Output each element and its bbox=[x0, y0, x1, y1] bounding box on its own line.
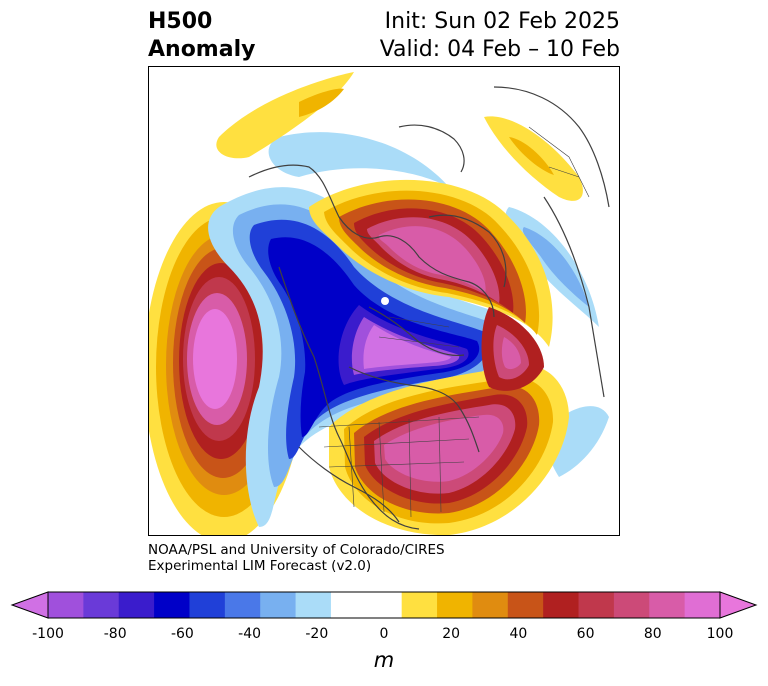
colorbar-tick-label: -40 bbox=[238, 626, 262, 642]
title-line-2: Anomaly bbox=[148, 37, 256, 62]
colorbar-segment bbox=[295, 592, 332, 618]
forecast-dates: Init: Sun 02 Feb 2025 Valid: 04 Feb – 10… bbox=[380, 8, 620, 64]
colorbar-segment bbox=[48, 592, 84, 618]
minor-positive bbox=[216, 72, 583, 201]
colorbar bbox=[10, 591, 758, 619]
colorbar-segment bbox=[578, 592, 615, 618]
colorbar-segment bbox=[507, 592, 544, 618]
colorbar-min-extend bbox=[10, 591, 49, 619]
attribution-line-2: Experimental LIM Forecast (v2.0) bbox=[148, 558, 372, 574]
colorbar-tick-label: 60 bbox=[576, 626, 595, 642]
colorbar-tick-label: -20 bbox=[305, 626, 329, 642]
coastlines bbox=[248, 86, 610, 530]
attribution-line-1: NOAA/PSL and University of Colorado/CIRE… bbox=[148, 542, 445, 558]
colorbar-segment bbox=[83, 592, 120, 618]
init-date: Init: Sun 02 Feb 2025 bbox=[384, 9, 620, 34]
colorbar-segment bbox=[154, 592, 190, 618]
colorbar-segment bbox=[366, 592, 403, 618]
colorbar-segment bbox=[330, 592, 367, 618]
colorbar-segment bbox=[649, 592, 686, 618]
colorbar-segment bbox=[224, 592, 261, 618]
colorbar-segment bbox=[437, 592, 473, 618]
central-trough bbox=[208, 187, 516, 527]
colorbar-tick-label: -60 bbox=[170, 626, 194, 642]
colorbar-tick-label: 0 bbox=[379, 626, 389, 642]
colorbar-tick-label: 40 bbox=[509, 626, 528, 642]
attribution: NOAA/PSL and University of Colorado/CIRE… bbox=[148, 542, 445, 574]
colorbar-max-extend bbox=[719, 591, 758, 619]
north-pole-marker bbox=[381, 297, 389, 305]
colorbar-segment bbox=[543, 592, 580, 618]
title-line-1: H500 bbox=[148, 9, 213, 34]
map-title: H500 Anomaly bbox=[148, 8, 255, 64]
colorbar-segment bbox=[118, 592, 155, 618]
borders bbox=[318, 126, 590, 518]
colorbar-tick-label: 80 bbox=[643, 626, 662, 642]
map-canvas bbox=[149, 72, 610, 535]
colorbar-frame bbox=[47, 591, 721, 619]
colorbar-segment bbox=[401, 592, 438, 618]
colorbar-unit: m bbox=[373, 648, 395, 672]
colorbar-segment bbox=[260, 592, 297, 618]
colorbar-segment bbox=[472, 592, 509, 618]
colorbar-segment bbox=[684, 592, 721, 618]
colorbar-tick-label: 20 bbox=[442, 626, 461, 642]
valid-range: Valid: 04 Feb – 10 Feb bbox=[379, 37, 620, 62]
colorbar-segment bbox=[189, 592, 226, 618]
colorbar-tick-label: 100 bbox=[706, 626, 734, 642]
colorbar-segment bbox=[613, 592, 650, 618]
colorbar-tick-label: -80 bbox=[103, 626, 127, 642]
anomaly-map bbox=[148, 66, 620, 536]
colorbar-tick-label: -100 bbox=[32, 626, 64, 642]
